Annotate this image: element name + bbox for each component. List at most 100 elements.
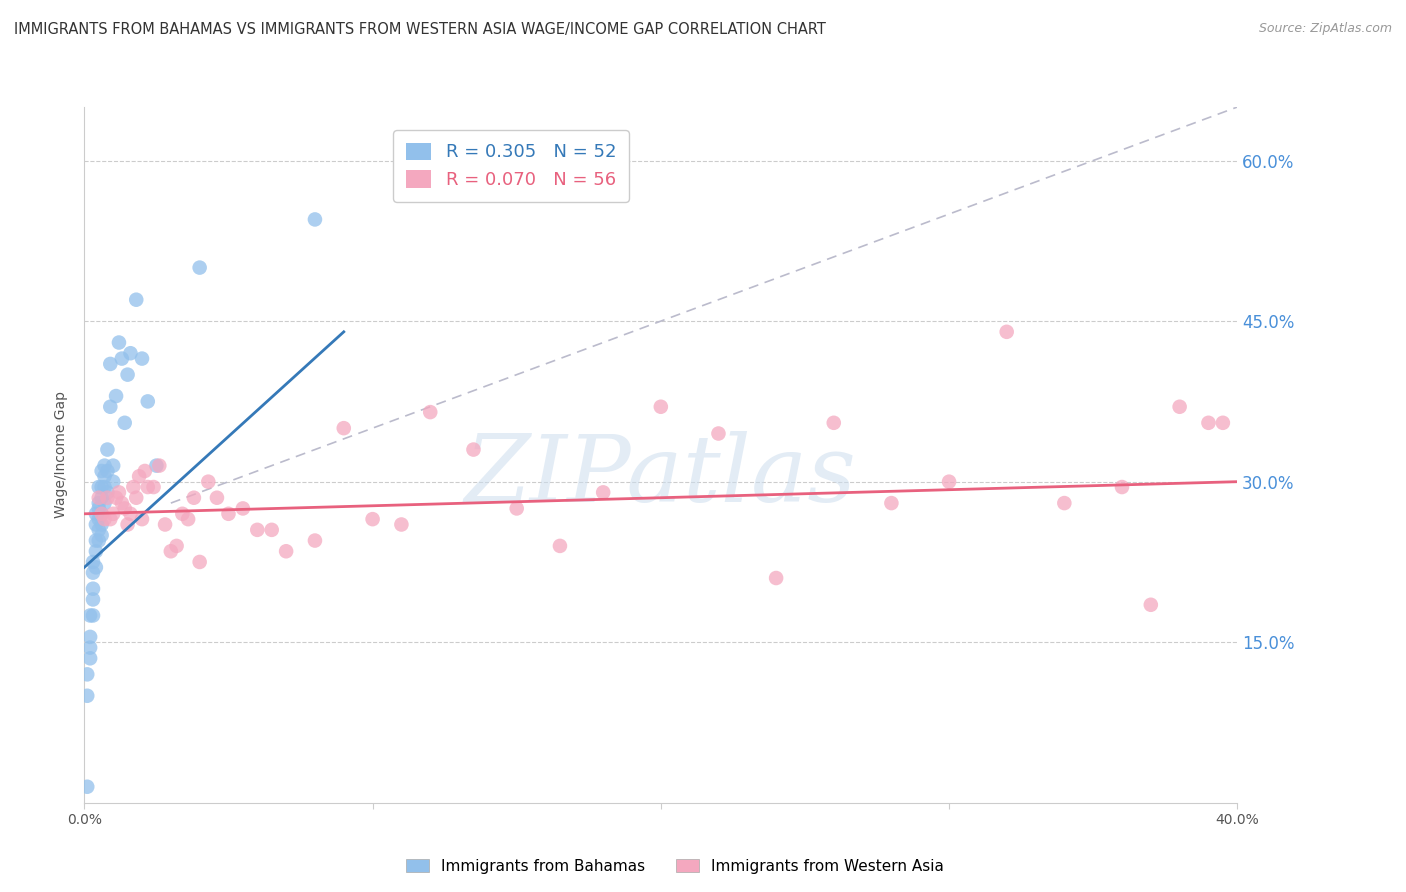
Point: [90, 464, 112, 478]
Point: [361, 512, 384, 526]
Point: [145, 458, 167, 473]
Point: [136, 394, 159, 409]
Point: [76, 780, 98, 794]
Point: [114, 501, 136, 516]
Point: [1140, 598, 1163, 612]
Point: [120, 507, 142, 521]
Point: [131, 351, 153, 366]
Point: [93, 512, 115, 526]
Point: [232, 501, 254, 516]
Point: [103, 507, 124, 521]
Point: [1212, 416, 1234, 430]
Point: [111, 496, 134, 510]
Point: [90, 507, 112, 521]
Point: [650, 400, 672, 414]
Point: [96, 464, 118, 478]
Point: [506, 501, 529, 516]
Point: [1198, 416, 1220, 430]
Point: [197, 475, 219, 489]
Point: [128, 469, 150, 483]
Point: [82, 566, 104, 580]
Point: [1168, 400, 1191, 414]
Point: [218, 507, 240, 521]
Point: [76, 667, 98, 681]
Point: [131, 512, 153, 526]
Point: [1111, 480, 1133, 494]
Point: [82, 608, 104, 623]
Point: [111, 351, 134, 366]
Point: [103, 458, 124, 473]
Point: [90, 528, 112, 542]
Point: [93, 458, 115, 473]
Point: [87, 491, 110, 505]
Point: [765, 571, 787, 585]
Point: [82, 582, 104, 596]
Point: [136, 480, 159, 494]
Point: [125, 491, 148, 505]
Point: [105, 389, 128, 403]
Point: [117, 368, 139, 382]
Point: [105, 491, 128, 505]
Point: [188, 555, 211, 569]
Point: [304, 212, 326, 227]
Point: [880, 496, 903, 510]
Text: Source: ZipAtlas.com: Source: ZipAtlas.com: [1258, 22, 1392, 36]
Point: [87, 523, 110, 537]
Point: [134, 464, 156, 478]
Point: [117, 517, 139, 532]
Point: [108, 485, 131, 500]
Point: [98, 400, 121, 414]
Point: [260, 523, 283, 537]
Point: [93, 469, 115, 483]
Point: [333, 421, 356, 435]
Point: [160, 544, 183, 558]
Y-axis label: Wage/Income Gap: Wage/Income Gap: [55, 392, 69, 518]
Point: [79, 630, 101, 644]
Point: [82, 592, 104, 607]
Point: [98, 357, 121, 371]
Point: [114, 416, 136, 430]
Point: [87, 480, 110, 494]
Point: [823, 416, 845, 430]
Point: [82, 555, 104, 569]
Point: [98, 512, 121, 526]
Point: [87, 512, 110, 526]
Point: [166, 539, 188, 553]
Point: [120, 346, 142, 360]
Point: [96, 491, 118, 505]
Point: [84, 507, 107, 521]
Point: [276, 544, 298, 558]
Point: [79, 640, 101, 655]
Point: [304, 533, 326, 548]
Text: ZIPatlas: ZIPatlas: [465, 431, 856, 521]
Point: [142, 480, 165, 494]
Point: [1053, 496, 1076, 510]
Point: [90, 507, 112, 521]
Point: [79, 608, 101, 623]
Point: [995, 325, 1018, 339]
Point: [93, 480, 115, 494]
Point: [84, 544, 107, 558]
Point: [84, 517, 107, 532]
Point: [96, 442, 118, 457]
Point: [205, 491, 228, 505]
Point: [177, 512, 200, 526]
Point: [246, 523, 269, 537]
Point: [103, 475, 124, 489]
Point: [172, 507, 194, 521]
Point: [96, 485, 118, 500]
Legend: R = 0.305   N = 52, R = 0.070   N = 56: R = 0.305 N = 52, R = 0.070 N = 56: [394, 130, 628, 202]
Point: [87, 496, 110, 510]
Point: [90, 480, 112, 494]
Point: [419, 405, 441, 419]
Point: [153, 517, 176, 532]
Point: [79, 651, 101, 665]
Text: IMMIGRANTS FROM BAHAMAS VS IMMIGRANTS FROM WESTERN ASIA WAGE/INCOME GAP CORRELAT: IMMIGRANTS FROM BAHAMAS VS IMMIGRANTS FR…: [14, 22, 825, 37]
Point: [84, 560, 107, 574]
Point: [188, 260, 211, 275]
Point: [391, 517, 413, 532]
Point: [148, 458, 170, 473]
Point: [592, 485, 614, 500]
Point: [183, 491, 205, 505]
Legend: Immigrants from Bahamas, Immigrants from Western Asia: Immigrants from Bahamas, Immigrants from…: [399, 853, 950, 880]
